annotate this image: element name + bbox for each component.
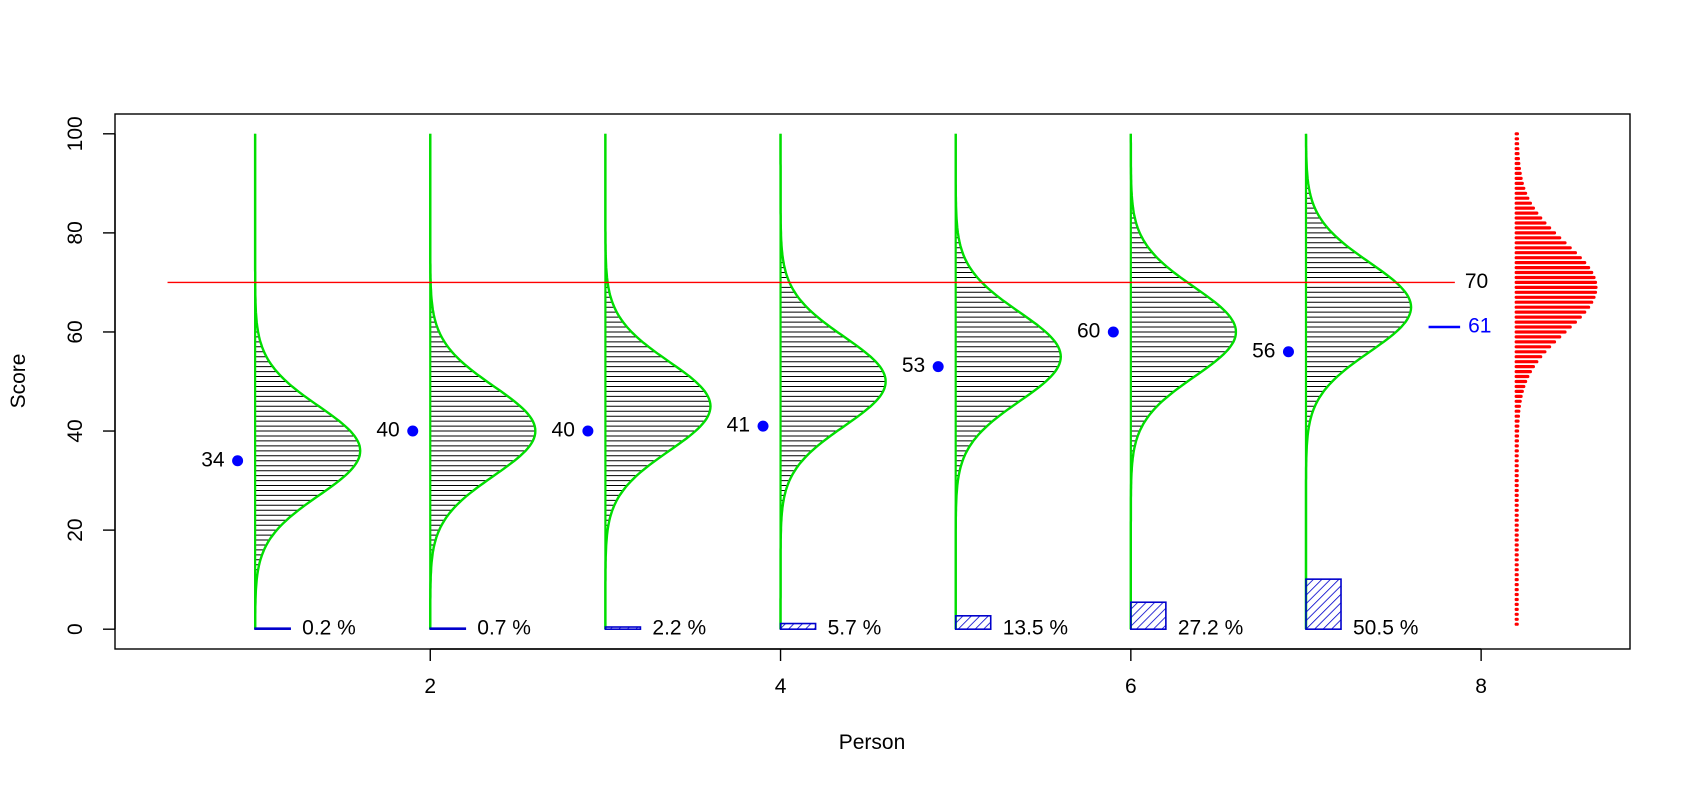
density-curve-person-6 [1129,133,1238,630]
probability-bars: 0.2 % 0.7 % 2.2 % 5.7 % 13.5 % 27.2 % 50.5 % [254,578,1418,640]
probability-label-person-6: 27.2 % [1178,617,1243,640]
score-point-person-3 [582,425,594,437]
score-label-person-3: 40 [552,419,575,442]
probability-bar-person-7 [1305,578,1342,630]
y-tick-label-80: 80 [64,221,87,244]
density-curves [253,133,1413,630]
hatch-person-2 [430,291,536,571]
hatch-person-7 [1306,168,1412,447]
x-tick-label-2: 2 [424,675,436,698]
score-point-person-2 [407,425,419,437]
density-curve-person-4 [779,133,887,630]
x-axis-title: Person [839,731,906,754]
overall-mean-label: 61 [1468,315,1491,338]
probability-label-person-4: 5.7 % [828,617,882,640]
y-tick-label-20: 20 [64,518,87,541]
probability-bar-person-1 [254,627,291,630]
hatch-person-3 [605,267,711,546]
density-curve-person-5 [954,133,1063,630]
score-label-person-2: 40 [376,419,399,442]
probability-label-person-5: 13.5 % [1003,617,1068,640]
score-point-person-1 [232,455,244,467]
y-tick-label-0: 0 [64,623,87,635]
x-tick-label-6: 6 [1125,675,1137,698]
probability-label-person-7: 50.5 % [1353,617,1418,640]
probability-label-person-3: 2.2 % [652,617,706,640]
score-point-person-4 [757,420,769,432]
x-tick-label-4: 4 [775,675,787,698]
probability-bar-person-3 [604,626,642,630]
hatch-person-1 [255,311,361,591]
population-distribution [1514,132,1598,626]
probability-label-person-1: 0.2 % [302,617,356,640]
y-tick-label-40: 40 [64,419,87,442]
density-hatching [255,168,1412,591]
hatch-person-5 [955,217,1061,496]
probability-bar-person-6 [1130,601,1167,630]
x-axis: 2 4 6 8 [424,648,1487,698]
probability-bar-person-2 [429,627,467,630]
density-curve-person-2 [429,133,537,630]
cutoff-label: 70 [1465,270,1488,293]
x-tick-label-8: 8 [1475,675,1487,698]
density-curve-person-1 [253,133,362,630]
overall-mean-group: 61 [1428,315,1491,338]
score-label-person-1: 34 [201,448,225,471]
score-point-person-6 [1107,326,1119,338]
density-curve-person-7 [1304,133,1413,630]
score-points: 34 40 40 41 53 60 56 [201,320,1294,471]
score-label-person-4: 41 [727,414,750,437]
y-tick-label-100: 100 [64,116,87,151]
probability-bar-person-4 [779,622,817,630]
score-point-person-5 [932,361,944,373]
probability-label-person-2: 0.7 % [477,617,531,640]
score-label-person-5: 53 [902,354,925,377]
y-axis-title: Score [7,354,30,409]
score-point-person-7 [1282,346,1294,358]
score-label-person-6: 60 [1077,320,1100,343]
hatch-person-6 [1130,192,1236,472]
population-bars [1514,132,1598,626]
cutoff-group: 70 [167,270,1488,293]
probability-bar-person-5 [954,615,992,630]
y-axis: 0 20 40 60 80 100 [64,116,116,635]
hatch-person-4 [780,242,886,521]
score-label-person-7: 56 [1252,339,1275,362]
y-tick-label-60: 60 [64,320,87,343]
density-curve-person-3 [604,133,712,630]
